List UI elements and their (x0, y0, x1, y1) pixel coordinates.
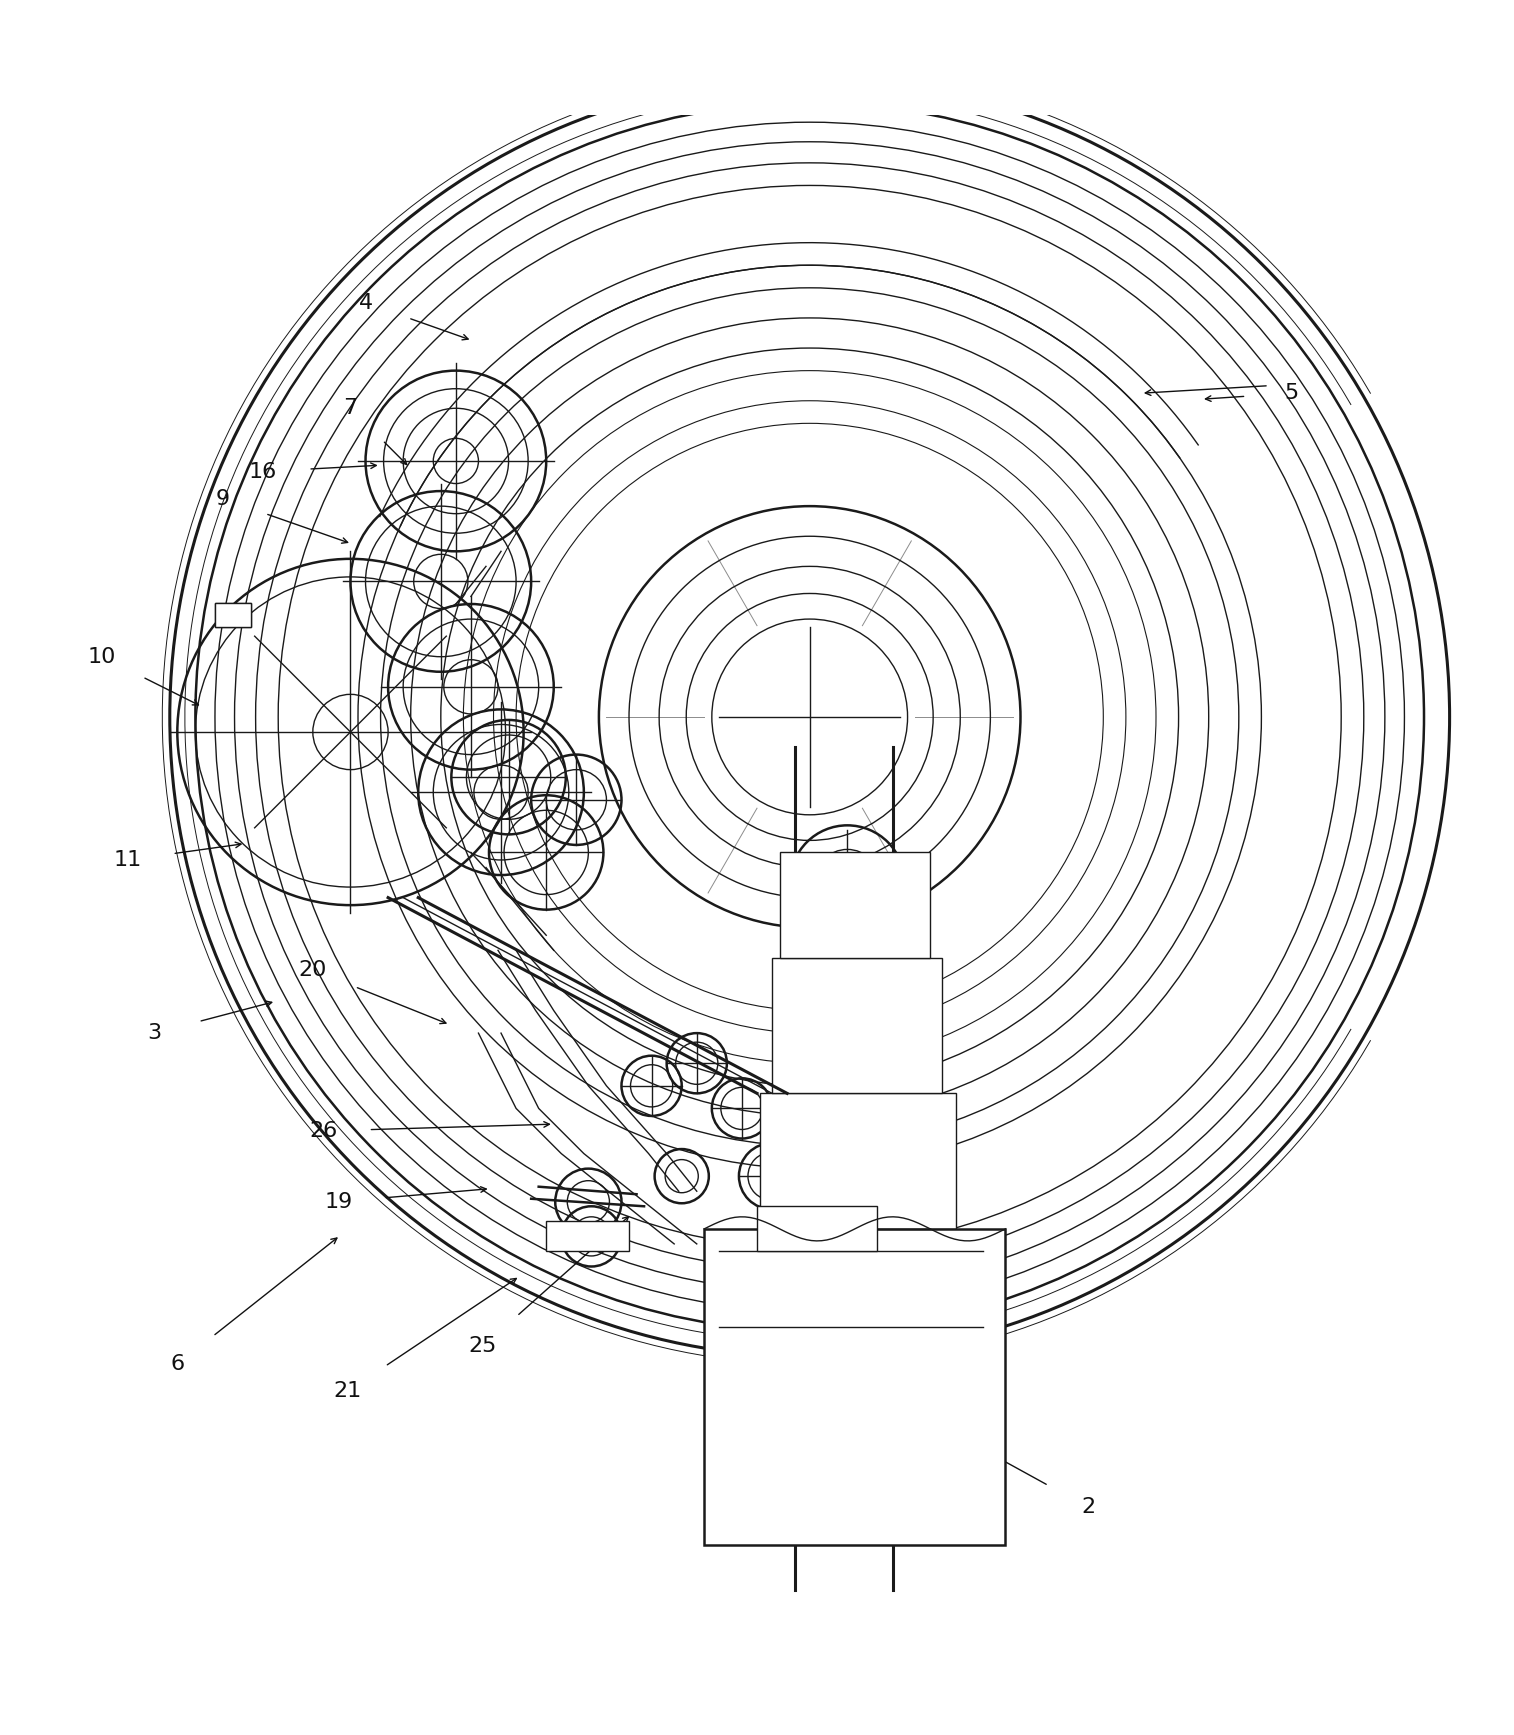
Text: 5: 5 (1284, 383, 1299, 403)
Bar (215, 602, 251, 626)
Text: 4: 4 (359, 293, 372, 312)
Text: 26: 26 (309, 1121, 338, 1142)
Text: 21: 21 (333, 1381, 362, 1402)
Bar (757, 1206, 878, 1251)
Text: 3: 3 (148, 1024, 162, 1043)
Text: 16: 16 (248, 462, 277, 482)
Bar (772, 958, 942, 1093)
Text: 2: 2 (1081, 1497, 1095, 1518)
Text: 9: 9 (215, 489, 230, 508)
Text: 25: 25 (469, 1336, 497, 1357)
Bar (760, 1093, 955, 1228)
Bar (704, 1228, 1005, 1546)
Bar (547, 1221, 628, 1251)
Text: 19: 19 (324, 1192, 353, 1211)
Text: 7: 7 (344, 399, 357, 418)
Text: 6: 6 (170, 1355, 185, 1374)
Text: 10: 10 (88, 647, 117, 666)
Bar (215, 602, 251, 626)
Text: 11: 11 (114, 850, 142, 869)
Text: 20: 20 (298, 959, 327, 980)
Bar (780, 852, 930, 958)
